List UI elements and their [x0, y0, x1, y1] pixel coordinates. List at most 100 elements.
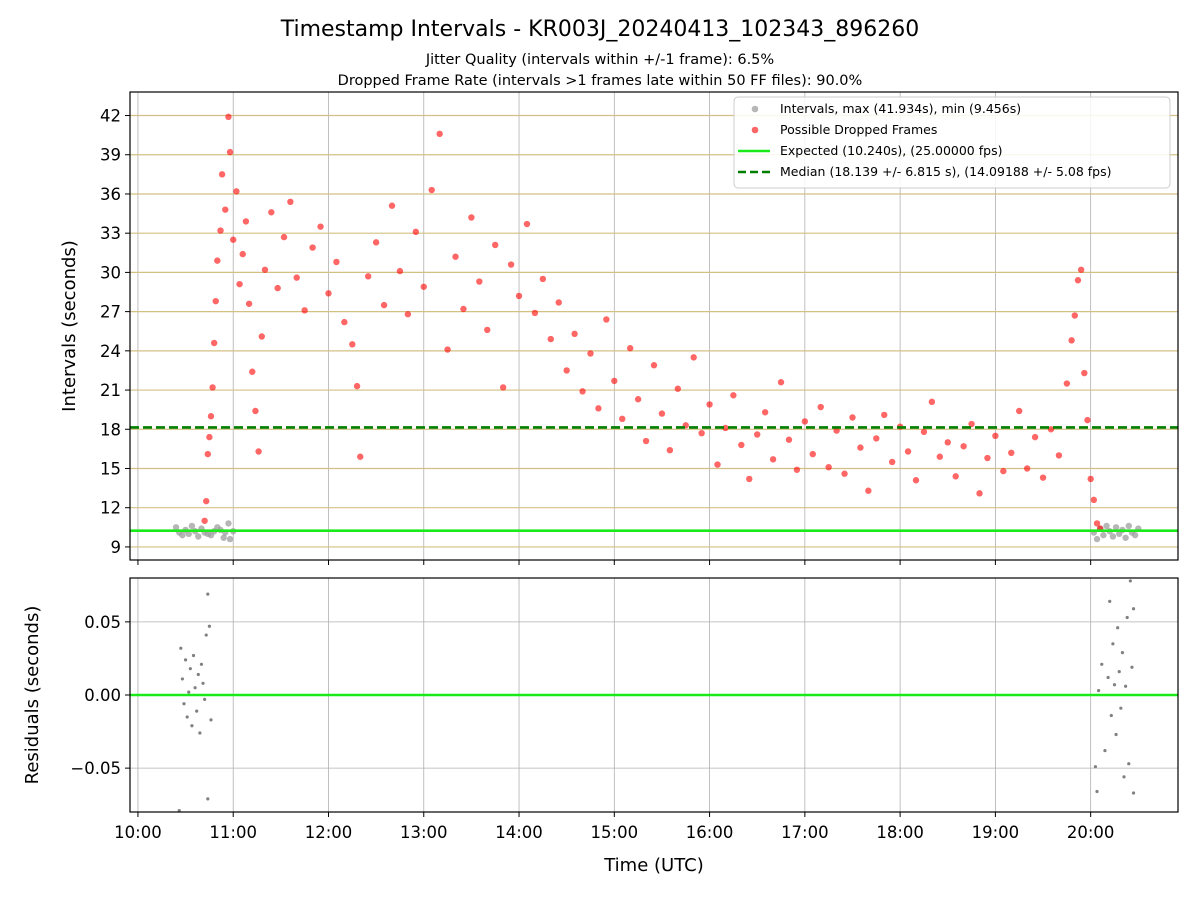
interval-point: [1100, 531, 1107, 539]
dropped-frame-point: [230, 236, 237, 243]
dropped-frame-point: [626, 345, 634, 352]
dropped-frame-point: [209, 384, 216, 391]
x-tick-label: 16:00: [686, 823, 734, 842]
interval-point: [1109, 533, 1117, 540]
dropped-frame-point: [944, 439, 951, 446]
intervals-points: [172, 113, 1142, 543]
x-tick-label: 15:00: [591, 823, 639, 842]
interval-point: [1103, 522, 1110, 530]
dropped-frame-point: [203, 497, 210, 505]
legend-label-expected: Expected (10.240s), (25.00000 fps): [780, 143, 1002, 158]
legend-marker-intervals: [751, 105, 759, 113]
dropped-frame-point: [280, 233, 288, 241]
interval-point: [1122, 534, 1129, 541]
interval-point: [195, 533, 202, 540]
dropped-frame-point: [849, 414, 856, 421]
dropped-frame-point: [484, 326, 491, 334]
residual-point: [1116, 626, 1120, 630]
dropped-frame-point: [333, 258, 340, 266]
residual-point: [1106, 675, 1110, 680]
interval-point: [1112, 524, 1120, 531]
residual-point: [1130, 665, 1134, 669]
intervals-x-ticks: [137, 560, 1092, 565]
dropped-frame-point: [1093, 520, 1101, 527]
dropped-frame-point: [706, 401, 713, 408]
residual-point: [191, 653, 196, 658]
x-tick-label: 11:00: [209, 823, 257, 842]
dropped-frame-point: [992, 432, 999, 440]
interval-point: [1131, 531, 1139, 539]
dropped-frame-point: [857, 444, 864, 451]
dropped-frame-point: [404, 311, 412, 318]
intervals-y-tick-label: 39: [100, 146, 121, 165]
x-tick-label: 20:00: [1067, 823, 1115, 842]
dropped-frame-point: [563, 367, 570, 374]
residual-point: [1108, 599, 1112, 604]
dropped-frame-point: [1087, 475, 1094, 483]
dropped-frame-point: [579, 388, 586, 395]
intervals-y-tick-label: 18: [100, 420, 121, 439]
residual-point: [199, 662, 204, 666]
residuals-y-tick-label: 0.00: [84, 686, 121, 705]
dropped-frame-point: [444, 346, 451, 353]
dropped-frame-point: [218, 171, 226, 178]
residual-point: [188, 667, 192, 671]
dropped-frame-point: [249, 368, 256, 375]
dropped-frame-point: [233, 188, 240, 195]
dropped-frame-point: [1084, 416, 1091, 424]
dropped-frame-point: [436, 130, 443, 138]
interval-point: [1093, 535, 1101, 543]
x-tick-label: 14:00: [495, 823, 543, 842]
x-tick-label: 12:00: [305, 823, 353, 842]
dropped-frame-point: [698, 429, 705, 437]
dropped-frame-point: [1081, 369, 1088, 377]
intervals-axes-frame: [129, 91, 1179, 561]
dropped-frame-point: [873, 435, 880, 442]
residual-point: [182, 702, 186, 706]
dropped-frame-point: [225, 113, 232, 121]
dropped-frame-point: [364, 273, 372, 280]
dropped-frame-point: [650, 362, 658, 369]
interval-point: [188, 522, 196, 530]
residuals-x-ticks: 10:00 11:00 12:00 13:00 14:00 15:00 16:00 17:00…: [114, 812, 1114, 842]
residuals-y-axis-label: Residuals (seconds): [22, 606, 43, 785]
intervals-y-tick-label: 21: [100, 381, 121, 400]
interval-point: [1125, 522, 1132, 530]
intervals-y-tick-label: 27: [100, 303, 121, 322]
residual-point: [177, 808, 181, 813]
dropped-frame-point: [1023, 465, 1031, 472]
residual-point: [1112, 683, 1117, 687]
dropped-frame-point: [571, 330, 578, 338]
dropped-frame-point: [301, 307, 308, 314]
dropped-frame-point: [587, 350, 594, 357]
dropped-frame-point: [912, 477, 920, 484]
intervals-y-ticks: 9 12 15 18 21 24 27 30 33 36 39 42: [100, 107, 130, 557]
residual-point: [179, 646, 183, 650]
dropped-frame-point: [746, 475, 753, 483]
dropped-frame-point: [258, 333, 265, 340]
dropped-frame-point: [666, 446, 674, 454]
intervals-y-tick-label: 33: [100, 224, 121, 243]
interval-point: [172, 524, 180, 531]
residual-point: [1125, 615, 1129, 620]
residual-point: [207, 624, 211, 628]
dropped-frame-point: [523, 220, 531, 228]
residual-point: [1131, 607, 1136, 611]
residual-point: [195, 709, 199, 713]
chart-title: Timestamp Intervals - KR003J_20240413_10…: [280, 17, 920, 42]
dropped-frame-point: [1071, 312, 1078, 319]
dropped-frame-point: [309, 244, 316, 251]
residual-point: [1100, 662, 1104, 666]
dropped-frame-point: [476, 278, 483, 285]
dropped-frame-point: [1068, 337, 1075, 344]
dropped-frame-point: [1074, 277, 1082, 284]
dropped-frame-point: [1077, 266, 1085, 273]
dropped-frame-point: [1090, 496, 1098, 504]
legend-label-intervals: Intervals, max (41.934s), min (9.456s): [780, 101, 1021, 116]
residuals-points: [177, 579, 1136, 813]
residuals-panel: −0.050.000.05 10:00 11:00 12:00 13:00 14:00 1…: [22, 577, 1179, 876]
dropped-frame-point: [357, 453, 364, 460]
dropped-frame-point: [207, 413, 215, 420]
dropped-frame-point: [738, 441, 745, 449]
